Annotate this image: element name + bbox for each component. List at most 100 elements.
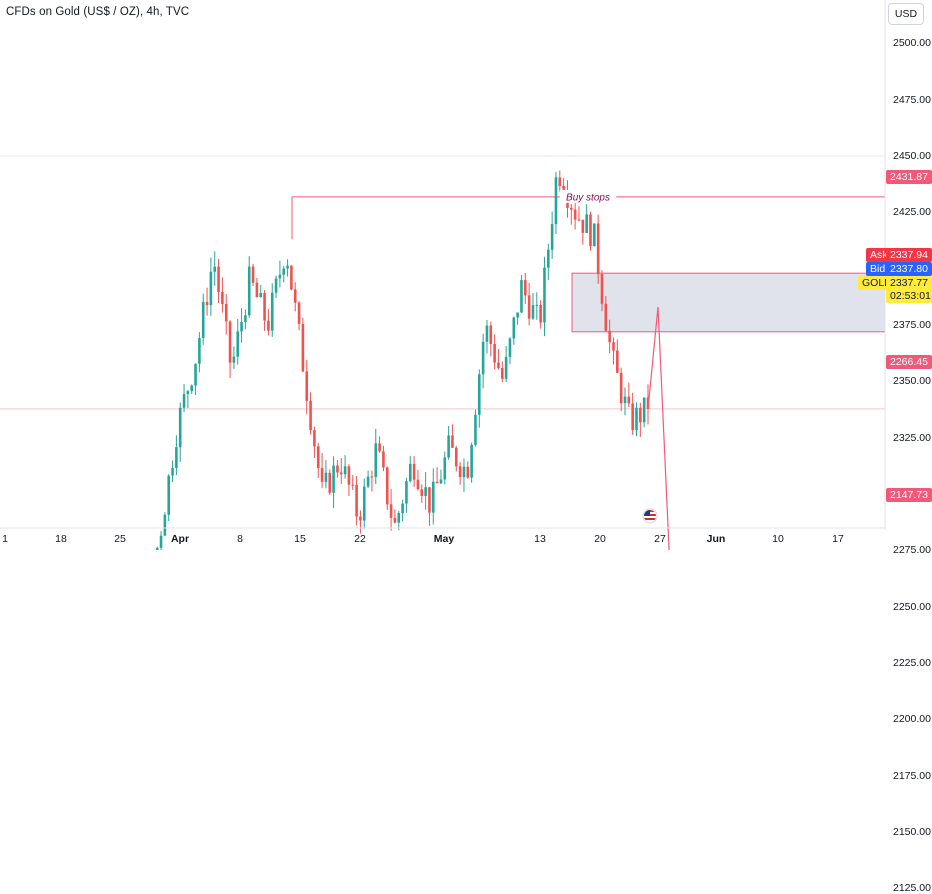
price-tick: 2425.00 [893, 206, 931, 219]
candle-body [251, 266, 255, 283]
candle-body [424, 487, 427, 497]
price-tick: 2125.00 [893, 882, 931, 894]
price-tick: 2375.00 [893, 319, 931, 332]
currency-button[interactable]: USD [888, 3, 924, 25]
candle-body [550, 224, 554, 250]
candle-body [217, 266, 220, 292]
candle-body [240, 322, 243, 332]
candle-body [374, 443, 378, 477]
candle-body [596, 223, 600, 275]
candle-body [159, 535, 163, 548]
projection-path [647, 306, 670, 550]
price-chart[interactable]: Buy stopsSellstops [0, 0, 932, 550]
flag-us-icon[interactable] [642, 508, 658, 524]
time-tick: May [433, 533, 455, 545]
candle-body [282, 268, 286, 275]
candle-body [309, 400, 312, 431]
candle-body [627, 396, 631, 404]
candle-body [320, 468, 324, 482]
bar-countdown: 02:53:01 [886, 289, 932, 303]
candle-body [401, 503, 404, 514]
candle-body [554, 177, 558, 225]
candle-body [447, 435, 450, 458]
candle-body [619, 372, 623, 404]
candle-body [608, 330, 611, 343]
candle-body [474, 414, 477, 445]
candle-body [198, 338, 201, 364]
candle-body [623, 396, 627, 404]
buy-stops-label: Buy stops [566, 192, 610, 203]
time-tick: 17 [832, 533, 844, 545]
candle-body [389, 504, 393, 518]
candle-body [355, 484, 358, 517]
candle-body [612, 342, 615, 351]
candle-body [635, 407, 638, 431]
time-tick: 22 [354, 533, 366, 545]
candle-body [178, 407, 182, 448]
candle-body [378, 443, 381, 452]
candle-body [224, 304, 228, 322]
candle-body [500, 368, 504, 379]
candle-body [316, 446, 320, 469]
candle-body [631, 403, 634, 431]
candle-body [585, 214, 588, 233]
chart-title: CFDs on Gold (US$ / OZ), 4h, TVC [6, 6, 190, 18]
bid-label: Bid [866, 262, 890, 276]
price-tick: 2200.00 [893, 713, 931, 726]
candle-body [462, 466, 466, 478]
candle-body [336, 465, 339, 473]
candle-body [213, 266, 217, 272]
time-tick: Apr [170, 533, 190, 545]
candle-body [370, 476, 374, 478]
candle-body [332, 465, 335, 493]
candle-body [516, 312, 519, 318]
candle-body [408, 463, 412, 482]
candle-body [297, 302, 301, 324]
bid-price-tag: 2337.80 [886, 262, 932, 276]
candle-body [286, 265, 289, 269]
candle-body [420, 489, 424, 497]
candle-body [416, 479, 420, 490]
candle-body [205, 301, 209, 306]
candle-body [443, 457, 447, 480]
time-tick: 25 [114, 533, 126, 545]
time-tick: 10 [772, 533, 784, 545]
price-tick: 2350.00 [893, 375, 931, 388]
buy-stops-line [291, 196, 885, 240]
price-tick: 2175.00 [893, 769, 931, 782]
candle-body [577, 219, 581, 221]
candle-body [351, 484, 355, 486]
candle-body [589, 214, 592, 247]
candle-body [270, 292, 274, 331]
candle-body [451, 435, 454, 448]
candle-body [508, 338, 512, 357]
support-level-tag: 2147.73 [886, 488, 932, 502]
price-tick: 2475.00 [893, 93, 931, 106]
price-tick: 2225.00 [893, 657, 931, 670]
candle-body [167, 475, 171, 515]
candle-body [470, 444, 473, 478]
candle-body [439, 479, 443, 484]
time-tick: 20 [594, 533, 606, 545]
candle-body [512, 317, 516, 339]
candle-body [382, 451, 385, 468]
candle-body [547, 249, 550, 268]
candle-body [573, 209, 577, 220]
price-tick: 2450.00 [893, 150, 931, 162]
candle-body [343, 466, 347, 475]
candle-body [639, 407, 642, 423]
candle-body [428, 487, 431, 513]
candle-body [385, 467, 389, 505]
candle-body [366, 476, 370, 487]
candle-body [616, 350, 619, 373]
candle-body [259, 293, 263, 298]
price-tick: 2500.00 [893, 37, 931, 50]
candle-body [347, 466, 351, 485]
candle-body [458, 466, 462, 478]
candle-body [435, 481, 439, 484]
time-tick: Jun [706, 533, 726, 545]
time-tick: 13 [534, 533, 546, 545]
buy-stops-label-bg [559, 189, 617, 203]
candle-body [600, 274, 604, 304]
price-tick: 2150.00 [893, 826, 931, 839]
